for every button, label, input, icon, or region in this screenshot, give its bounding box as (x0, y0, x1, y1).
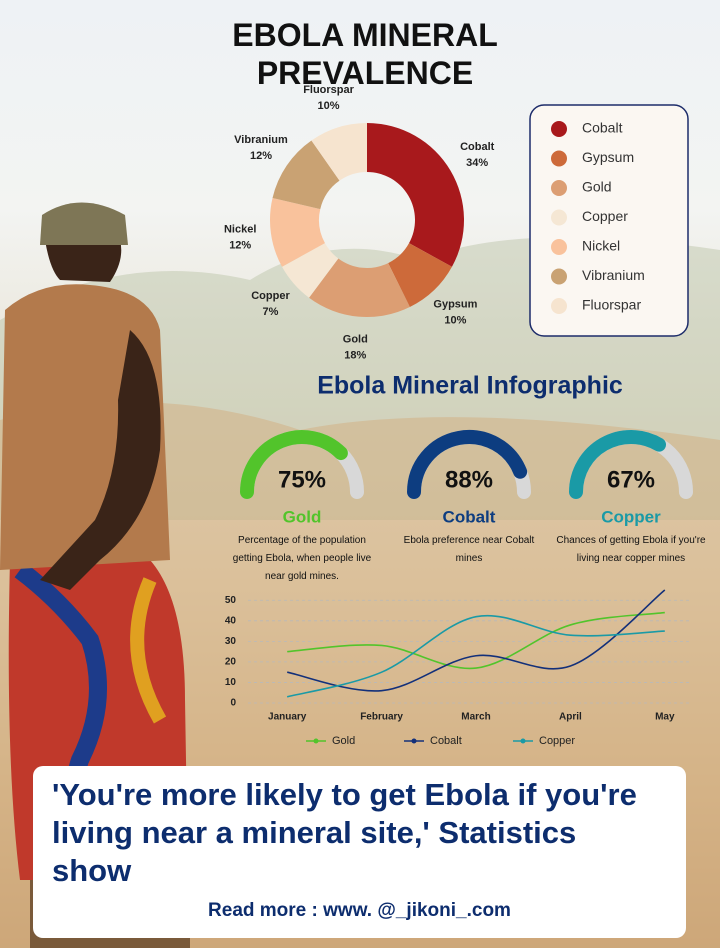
legend-swatch (551, 209, 567, 226)
donut-slice (367, 123, 464, 267)
x-tick-label: April (559, 712, 582, 723)
legend-swatch (551, 298, 567, 314)
gauge-description: Chances of getting Ebola if you're livin… (556, 535, 706, 564)
gauge-description: Ebola preference near Cobalt mines (403, 535, 535, 564)
donut-slice (282, 243, 339, 298)
slice-label: Vibranium (234, 134, 288, 146)
legend-label: Copper (582, 208, 628, 224)
gauge-value: 75% (278, 466, 326, 493)
legend-swatch (551, 239, 567, 255)
legend-marker (520, 738, 526, 744)
x-tick-label: March (461, 712, 490, 723)
slice-value-label: 12% (229, 239, 251, 251)
legend-box (529, 104, 689, 337)
slice-label: Copper (251, 290, 290, 302)
series-line (287, 589, 666, 692)
x-tick-label: May (655, 712, 675, 723)
legend-label: Fluorspar (582, 297, 641, 313)
legend-swatch (551, 121, 567, 137)
x-tick-label: February (360, 712, 403, 723)
y-tick-label: 10 (225, 677, 237, 688)
legend-label: Cobalt (430, 735, 462, 747)
legend-label: Nickel (582, 238, 620, 254)
slice-label: Cobalt (460, 141, 495, 153)
legend-marker (411, 738, 417, 744)
slice-value-label: 10% (444, 314, 466, 326)
legend-swatch (551, 150, 567, 167)
legend-label: Vibranium (582, 267, 645, 283)
slice-value-label: 7% (263, 306, 279, 318)
footer-link[interactable]: Read more : www. @_jikoni_.com (208, 900, 511, 921)
gauge-name: Cobalt (443, 507, 496, 526)
slice-label: Gypsum (433, 298, 477, 310)
donut-slice (388, 243, 452, 308)
chart-title: EBOLA MINERAL PREVALENCE (232, 17, 498, 91)
gauge-value: 88% (445, 466, 493, 493)
legend-label: Gold (332, 735, 355, 747)
gauge-description: Percentage of the population getting Ebo… (232, 535, 372, 582)
gauge-name: Copper (601, 507, 661, 526)
gauge-arc (407, 430, 528, 499)
legend-label: Copper (539, 735, 575, 747)
legend-label: Gypsum (582, 149, 634, 165)
donut-slice (309, 258, 410, 317)
donut-slice (311, 123, 367, 181)
donut-slice (270, 198, 325, 267)
slice-value-label: 34% (466, 157, 488, 169)
y-tick-label: 20 (225, 657, 237, 668)
headline: 'You're more likely to get Ebola if you'… (52, 777, 637, 888)
y-tick-label: 0 (230, 698, 236, 709)
series-line (286, 614, 665, 698)
gauge-arc (569, 430, 666, 499)
series-line (287, 611, 665, 670)
legend-swatch (551, 268, 567, 285)
donut-slice (272, 140, 340, 210)
gauge-name: Gold (283, 507, 322, 526)
y-tick-label: 30 (225, 636, 237, 647)
y-tick-label: 40 (225, 615, 237, 626)
gauge-arc (240, 430, 348, 499)
legend-label: Cobalt (582, 120, 623, 136)
section-title: Ebola Mineral Infographic (317, 372, 623, 400)
slice-value-label: 12% (250, 150, 272, 162)
x-tick-label: January (268, 712, 307, 723)
legend-swatch (551, 180, 567, 196)
legend-label: Gold (582, 179, 612, 195)
slice-value-label: 10% (318, 100, 340, 112)
legend-marker (313, 738, 319, 744)
gauge-value: 67% (607, 466, 655, 493)
slice-label: Gold (343, 333, 368, 345)
slice-label: Nickel (224, 223, 256, 235)
slice-value-label: 18% (344, 349, 366, 361)
slice-label: Fluorspar (303, 84, 354, 96)
y-tick-label: 50 (225, 595, 237, 606)
headline-box (33, 766, 686, 938)
